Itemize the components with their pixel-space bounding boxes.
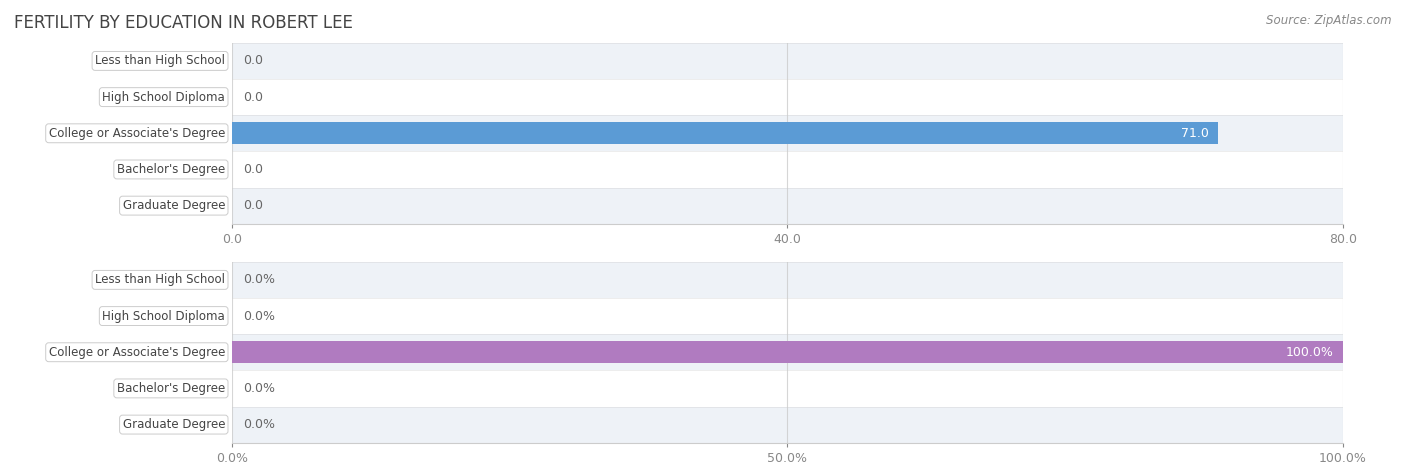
Text: 0.0: 0.0 (243, 163, 263, 176)
Bar (232, 115, 1343, 151)
Text: Less than High School: Less than High School (96, 54, 225, 68)
Text: 0.0%: 0.0% (243, 309, 276, 323)
Text: 0.0: 0.0 (243, 54, 263, 68)
Bar (232, 341, 1343, 363)
Bar (232, 407, 1343, 443)
Bar (232, 122, 1218, 144)
Bar (232, 334, 1343, 370)
Text: Graduate Degree: Graduate Degree (122, 199, 225, 212)
Text: Source: ZipAtlas.com: Source: ZipAtlas.com (1267, 14, 1392, 27)
Text: 0.0: 0.0 (243, 90, 263, 104)
Text: Less than High School: Less than High School (96, 273, 225, 287)
Bar (232, 298, 1343, 334)
Text: FERTILITY BY EDUCATION IN ROBERT LEE: FERTILITY BY EDUCATION IN ROBERT LEE (14, 14, 353, 32)
Text: 0.0%: 0.0% (243, 418, 276, 431)
Text: College or Associate's Degree: College or Associate's Degree (49, 127, 225, 140)
Text: 71.0: 71.0 (1181, 127, 1209, 140)
Bar (232, 151, 1343, 188)
Text: 0.0: 0.0 (243, 199, 263, 212)
Text: College or Associate's Degree: College or Associate's Degree (49, 346, 225, 359)
Bar (232, 262, 1343, 298)
Text: 100.0%: 100.0% (1286, 346, 1334, 359)
Bar (232, 188, 1343, 224)
Text: High School Diploma: High School Diploma (103, 309, 225, 323)
Text: 0.0%: 0.0% (243, 382, 276, 395)
Text: Bachelor's Degree: Bachelor's Degree (117, 382, 225, 395)
Bar (232, 79, 1343, 115)
Bar (232, 43, 1343, 79)
Text: High School Diploma: High School Diploma (103, 90, 225, 104)
Text: Graduate Degree: Graduate Degree (122, 418, 225, 431)
Bar (232, 370, 1343, 407)
Text: 0.0%: 0.0% (243, 273, 276, 287)
Text: Bachelor's Degree: Bachelor's Degree (117, 163, 225, 176)
